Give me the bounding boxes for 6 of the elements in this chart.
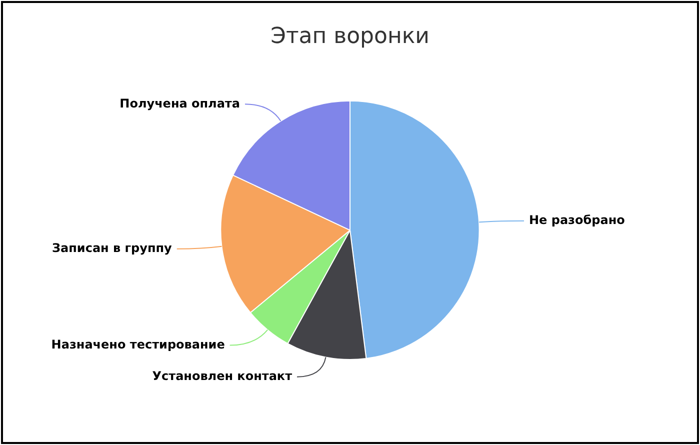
slice-label: Получена оплата: [120, 96, 240, 110]
slice-label: Установлен контакт: [152, 368, 292, 383]
chart-title: Этап воронки: [270, 24, 430, 49]
slice-label: Записан в группу: [52, 241, 172, 256]
slice-label: Назначено тестирование: [51, 337, 225, 352]
slice-label: Не разобрано: [529, 212, 625, 227]
